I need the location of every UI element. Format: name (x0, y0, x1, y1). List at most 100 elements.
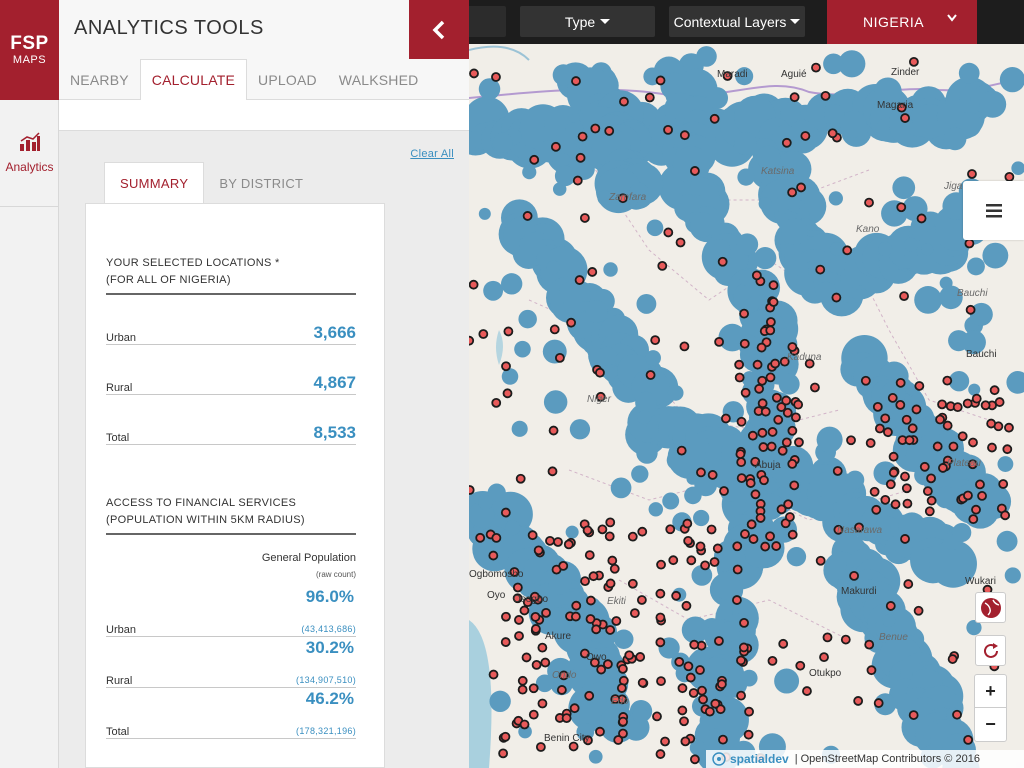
location-point[interactable] (501, 361, 511, 372)
location-point[interactable] (719, 486, 729, 496)
location-point[interactable] (815, 264, 826, 275)
location-point[interactable] (740, 529, 750, 539)
layers-menu-button[interactable] (963, 181, 1024, 240)
location-point[interactable] (613, 735, 624, 745)
location-point[interactable] (575, 152, 586, 163)
location-point[interactable] (736, 655, 746, 666)
location-point[interactable] (734, 372, 745, 383)
location-point[interactable] (967, 169, 977, 179)
location-point[interactable] (755, 513, 766, 523)
location-point[interactable] (736, 416, 747, 427)
location-point[interactable] (895, 377, 906, 388)
location-point[interactable] (550, 141, 561, 152)
location-point[interactable] (706, 524, 717, 535)
location-point[interactable] (491, 532, 502, 543)
location-point[interactable] (674, 657, 685, 667)
tab-upload[interactable]: UPLOAD (258, 71, 317, 88)
location-point[interactable] (975, 479, 985, 490)
basemap-toggle-button[interactable] (975, 592, 1006, 623)
location-point[interactable] (512, 582, 523, 593)
location-point[interactable] (531, 659, 542, 670)
location-point[interactable] (900, 471, 910, 482)
location-point[interactable] (942, 420, 953, 431)
location-point[interactable] (712, 543, 723, 554)
location-point[interactable] (571, 76, 581, 86)
location-point[interactable] (998, 479, 1009, 489)
location-point[interactable] (680, 736, 691, 747)
location-point[interactable] (679, 341, 690, 352)
location-point[interactable] (522, 211, 533, 221)
location-point[interactable] (787, 425, 798, 436)
location-point[interactable] (957, 431, 968, 442)
location-point[interactable] (948, 441, 959, 452)
location-point[interactable] (820, 90, 831, 101)
location-point[interactable] (690, 166, 700, 176)
location-point[interactable] (488, 669, 499, 680)
location-point[interactable] (907, 423, 918, 434)
location-point[interactable] (469, 68, 479, 79)
location-point[interactable] (854, 522, 864, 533)
tab-summary[interactable]: SUMMARY (104, 162, 205, 205)
collapse-panel-button[interactable] (409, 0, 469, 59)
location-point[interactable] (668, 555, 679, 566)
location-point[interactable] (773, 414, 784, 425)
location-point[interactable] (537, 642, 548, 653)
location-point[interactable] (605, 578, 616, 589)
location-point[interactable] (545, 535, 555, 546)
location-point[interactable] (873, 698, 884, 708)
location-point[interactable] (739, 618, 749, 628)
location-point[interactable] (811, 62, 821, 73)
location-point[interactable] (962, 398, 973, 409)
location-point[interactable] (512, 593, 523, 604)
location-point[interactable] (617, 193, 628, 204)
location-point[interactable] (871, 504, 882, 515)
location-point[interactable] (781, 395, 792, 406)
location-point[interactable] (903, 579, 914, 589)
location-point[interactable] (548, 425, 559, 436)
location-point[interactable] (547, 466, 558, 477)
location-point[interactable] (748, 534, 759, 544)
location-point[interactable] (922, 486, 933, 497)
location-point[interactable] (589, 657, 600, 668)
location-point[interactable] (655, 75, 666, 86)
location-point[interactable] (519, 605, 530, 616)
location-point[interactable] (553, 537, 563, 547)
location-point[interactable] (655, 749, 666, 759)
location-point[interactable] (853, 696, 864, 706)
location-point[interactable] (796, 182, 806, 193)
location-point[interactable] (580, 576, 590, 587)
location-point[interactable] (795, 660, 806, 671)
location-point[interactable] (637, 677, 648, 688)
location-point[interactable] (935, 414, 945, 425)
location-point[interactable] (888, 467, 899, 478)
location-point[interactable] (822, 632, 833, 643)
location-point[interactable] (540, 657, 551, 668)
location-point[interactable] (679, 130, 690, 141)
location-point[interactable] (926, 473, 936, 484)
location-point[interactable] (887, 393, 898, 403)
location-point[interactable] (528, 709, 539, 720)
location-point[interactable] (681, 600, 692, 611)
location-point[interactable] (757, 427, 768, 438)
map-view[interactable]: Zinder Maradi Aguié Magaria Zamfara Kats… (469, 0, 1024, 768)
location-point[interactable] (865, 438, 876, 448)
zoom-out-button[interactable]: − (985, 714, 996, 734)
location-point[interactable] (842, 245, 853, 256)
location-point[interactable] (754, 383, 765, 394)
location-point[interactable] (913, 605, 924, 616)
location-point[interactable] (500, 731, 511, 742)
location-point[interactable] (618, 728, 628, 739)
location-point[interactable] (904, 435, 915, 446)
location-point[interactable] (591, 624, 602, 635)
location-point[interactable] (901, 483, 912, 494)
location-point[interactable] (793, 399, 804, 410)
location-point[interactable] (760, 406, 771, 417)
location-point[interactable] (663, 227, 674, 238)
location-point[interactable] (757, 375, 768, 386)
location-point[interactable] (570, 611, 581, 622)
location-point[interactable] (488, 550, 499, 561)
tab-walkshed[interactable]: WALKSHED (338, 71, 419, 88)
location-point[interactable] (558, 670, 569, 681)
location-point[interactable] (528, 683, 539, 694)
location-point[interactable] (686, 555, 697, 566)
